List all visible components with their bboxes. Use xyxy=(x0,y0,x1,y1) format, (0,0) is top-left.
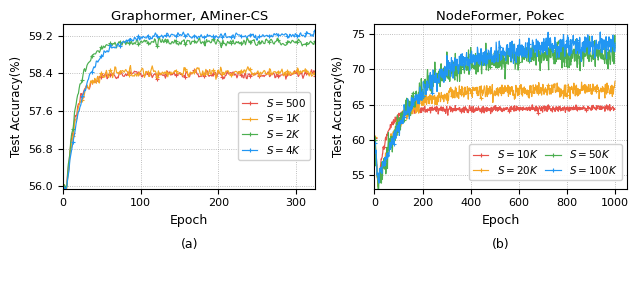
$S = 100K$ xyxy=(375,181,383,185)
$S = 4K$ xyxy=(111,46,119,50)
$S = 1K$ xyxy=(111,65,119,69)
Title: Graphormer, AMiner-CS: Graphormer, AMiner-CS xyxy=(111,10,268,23)
$S = 20K$ xyxy=(468,94,476,97)
$S = 1K$ xyxy=(60,185,67,188)
$S = 4K$ xyxy=(311,29,319,32)
Text: (b): (b) xyxy=(492,238,509,251)
$S = 1K$ xyxy=(90,81,98,85)
$S = 100K$ xyxy=(563,42,570,45)
$S = 50K$ xyxy=(563,59,570,63)
$S = 20K$ xyxy=(477,93,484,96)
$S = 4K$ xyxy=(312,29,319,33)
$S = 500$ xyxy=(129,71,137,75)
$S = 4K$ xyxy=(60,186,67,190)
$S = 20K$ xyxy=(563,95,570,98)
Line: $S = 50K$: $S = 50K$ xyxy=(372,33,618,196)
$S = 20K$ xyxy=(396,119,403,122)
$S = 100K$ xyxy=(371,141,378,145)
$S = 2K$ xyxy=(280,43,288,47)
$S = 20K$ xyxy=(371,136,378,139)
$S = 2K$ xyxy=(312,39,319,43)
$S = 4K$ xyxy=(109,46,117,49)
$S = 50K$ xyxy=(396,119,403,123)
$S = 2K$ xyxy=(61,188,69,191)
$S = 1K$ xyxy=(62,188,70,192)
$S = 2K$ xyxy=(156,35,163,39)
$S = 2K$ xyxy=(90,52,98,56)
$S = 500$ xyxy=(285,73,293,76)
$S = 100K$ xyxy=(396,132,403,136)
$S = 20K$ xyxy=(374,185,382,188)
$S = 50K$ xyxy=(559,54,566,58)
$S = 1K$ xyxy=(286,71,294,74)
Line: $S = 100K$: $S = 100K$ xyxy=(372,30,618,186)
Line: $S = 10K$: $S = 10K$ xyxy=(372,102,618,187)
$S = 2K$ xyxy=(129,43,137,46)
$S = 10K$ xyxy=(611,107,619,111)
$S = 1K$ xyxy=(280,72,288,76)
$S = 500$ xyxy=(312,74,319,77)
$S = 100K$ xyxy=(559,45,566,49)
$S = 50K$ xyxy=(611,46,619,50)
$S = 1K$ xyxy=(312,72,319,76)
$S = 10K$ xyxy=(374,183,382,187)
$S = 2K$ xyxy=(60,184,67,188)
$S = 4K$ xyxy=(61,189,68,192)
$S = 4K$ xyxy=(285,36,293,39)
$S = 100K$ xyxy=(596,30,604,34)
$S = 50K$ xyxy=(468,62,476,66)
$S = 2K$ xyxy=(109,42,117,45)
$S = 500$ xyxy=(111,74,119,78)
$S = 500$ xyxy=(60,186,67,189)
$S = 100K$ xyxy=(468,59,476,63)
$S = 2K$ xyxy=(286,40,294,44)
$S = 50K$ xyxy=(611,34,619,37)
$S = 50K$ xyxy=(371,138,378,141)
$S = 20K$ xyxy=(611,79,619,83)
$S = 500$ xyxy=(109,71,117,75)
$S = 10K$ xyxy=(468,109,476,113)
$S = 100K$ xyxy=(611,41,619,45)
$S = 20K$ xyxy=(536,91,544,95)
$S = 1K$ xyxy=(130,74,138,77)
X-axis label: Epoch: Epoch xyxy=(170,214,208,227)
$S = 1K$ xyxy=(109,72,117,76)
Title: NodeFormer, Pokec: NodeFormer, Pokec xyxy=(436,10,565,23)
$S = 100K$ xyxy=(477,58,484,61)
$S = 500$ xyxy=(308,68,316,71)
Text: (a): (a) xyxy=(180,238,198,251)
$S = 4K$ xyxy=(90,65,98,69)
$S = 20K$ xyxy=(559,91,566,94)
$S = 50K$ xyxy=(477,55,484,58)
$S = 10K$ xyxy=(371,136,378,140)
$S = 10K$ xyxy=(559,107,566,111)
$S = 500$ xyxy=(280,74,287,77)
Line: $S = 1K$: $S = 1K$ xyxy=(61,63,318,192)
$S = 100K$ xyxy=(536,49,544,53)
$S = 1K$ xyxy=(127,64,134,67)
$S = 50K$ xyxy=(536,65,544,69)
$S = 10K$ xyxy=(536,107,544,110)
$S = 2K$ xyxy=(111,41,119,44)
$S = 10K$ xyxy=(606,103,614,106)
$S = 50K$ xyxy=(375,192,383,196)
Line: $S = 2K$: $S = 2K$ xyxy=(61,34,318,192)
$S = 10K$ xyxy=(563,107,570,111)
$S = 500$ xyxy=(62,187,70,191)
$S = 4K$ xyxy=(129,39,137,43)
Line: $S = 20K$: $S = 20K$ xyxy=(372,79,618,189)
Line: $S = 4K$: $S = 4K$ xyxy=(61,28,318,193)
$S = 4K$ xyxy=(280,33,287,37)
X-axis label: Epoch: Epoch xyxy=(482,214,520,227)
Y-axis label: Test Accuracy(%): Test Accuracy(%) xyxy=(332,56,345,157)
$S = 500$ xyxy=(90,79,98,83)
$S = 10K$ xyxy=(396,114,403,117)
Legend: $S = 10K$, $S = 20K$, $S = 50K$, $S = 100K$: $S = 10K$, $S = 20K$, $S = 50K$, $S = 10… xyxy=(468,144,622,180)
Legend: $S = 500$, $S = 1K$, $S = 2K$, $S = 4K$: $S = 500$, $S = 1K$, $S = 2K$, $S = 4K$ xyxy=(237,92,310,160)
$S = 10K$ xyxy=(477,109,484,113)
Y-axis label: Test Accuracy(%): Test Accuracy(%) xyxy=(10,56,23,157)
Line: $S = 500$: $S = 500$ xyxy=(61,67,318,191)
